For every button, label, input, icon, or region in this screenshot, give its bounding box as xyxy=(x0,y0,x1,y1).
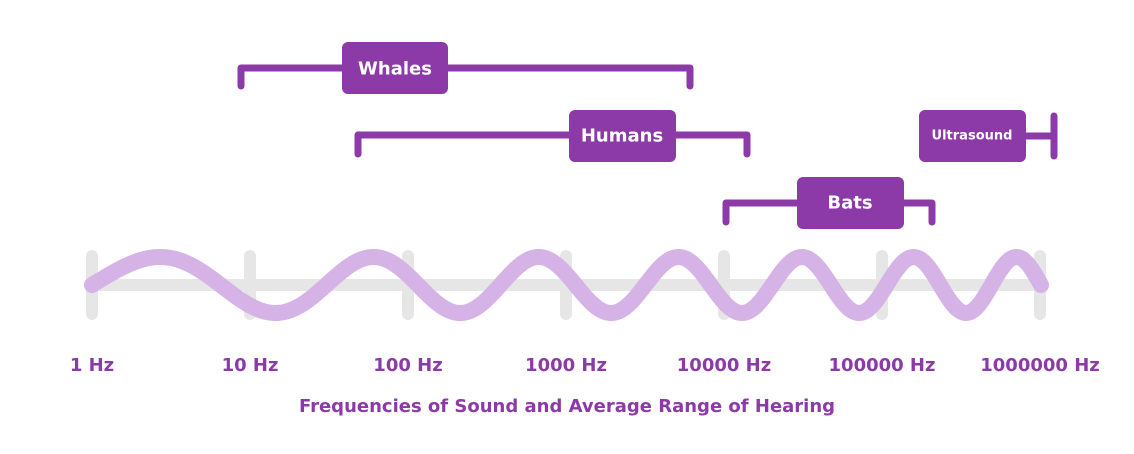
tick-label-1hz: 1 Hz xyxy=(70,355,114,376)
range-bats: Bats xyxy=(722,177,936,229)
range-humans: Humans xyxy=(354,110,751,162)
range-label: Ultrasound xyxy=(932,129,1013,144)
range-bracket xyxy=(1021,112,1058,160)
diagram-title: Frequencies of Sound and Average Range o… xyxy=(299,396,835,417)
range-whales: Whales xyxy=(237,42,694,94)
axis-tick-labels: 1 Hz 10 Hz 100 Hz 1000 Hz 10000 Hz 10000… xyxy=(70,355,1100,376)
range-bracket xyxy=(354,131,751,158)
range-label-box xyxy=(342,42,448,94)
range-label: Whales xyxy=(358,59,432,80)
tick-label-1000000hz: 1000000 Hz xyxy=(980,355,1099,376)
tick-label-1000hz: 1000 Hz xyxy=(525,355,607,376)
range-label-box xyxy=(919,110,1026,162)
range-bracket xyxy=(237,64,694,90)
tick-label-10hz: 10 Hz xyxy=(222,355,279,376)
range-label: Bats xyxy=(827,193,872,214)
range-label: Humans xyxy=(581,126,663,147)
range-ultrasound: Ultrasound xyxy=(919,110,1058,162)
tick-label-100000hz: 100000 Hz xyxy=(829,355,936,376)
range-label-box xyxy=(569,110,676,162)
tick-label-10000hz: 10000 Hz xyxy=(677,355,771,376)
range-label-box xyxy=(797,177,904,229)
tick-label-100hz: 100 Hz xyxy=(373,355,442,376)
sound-wave xyxy=(84,249,1049,321)
